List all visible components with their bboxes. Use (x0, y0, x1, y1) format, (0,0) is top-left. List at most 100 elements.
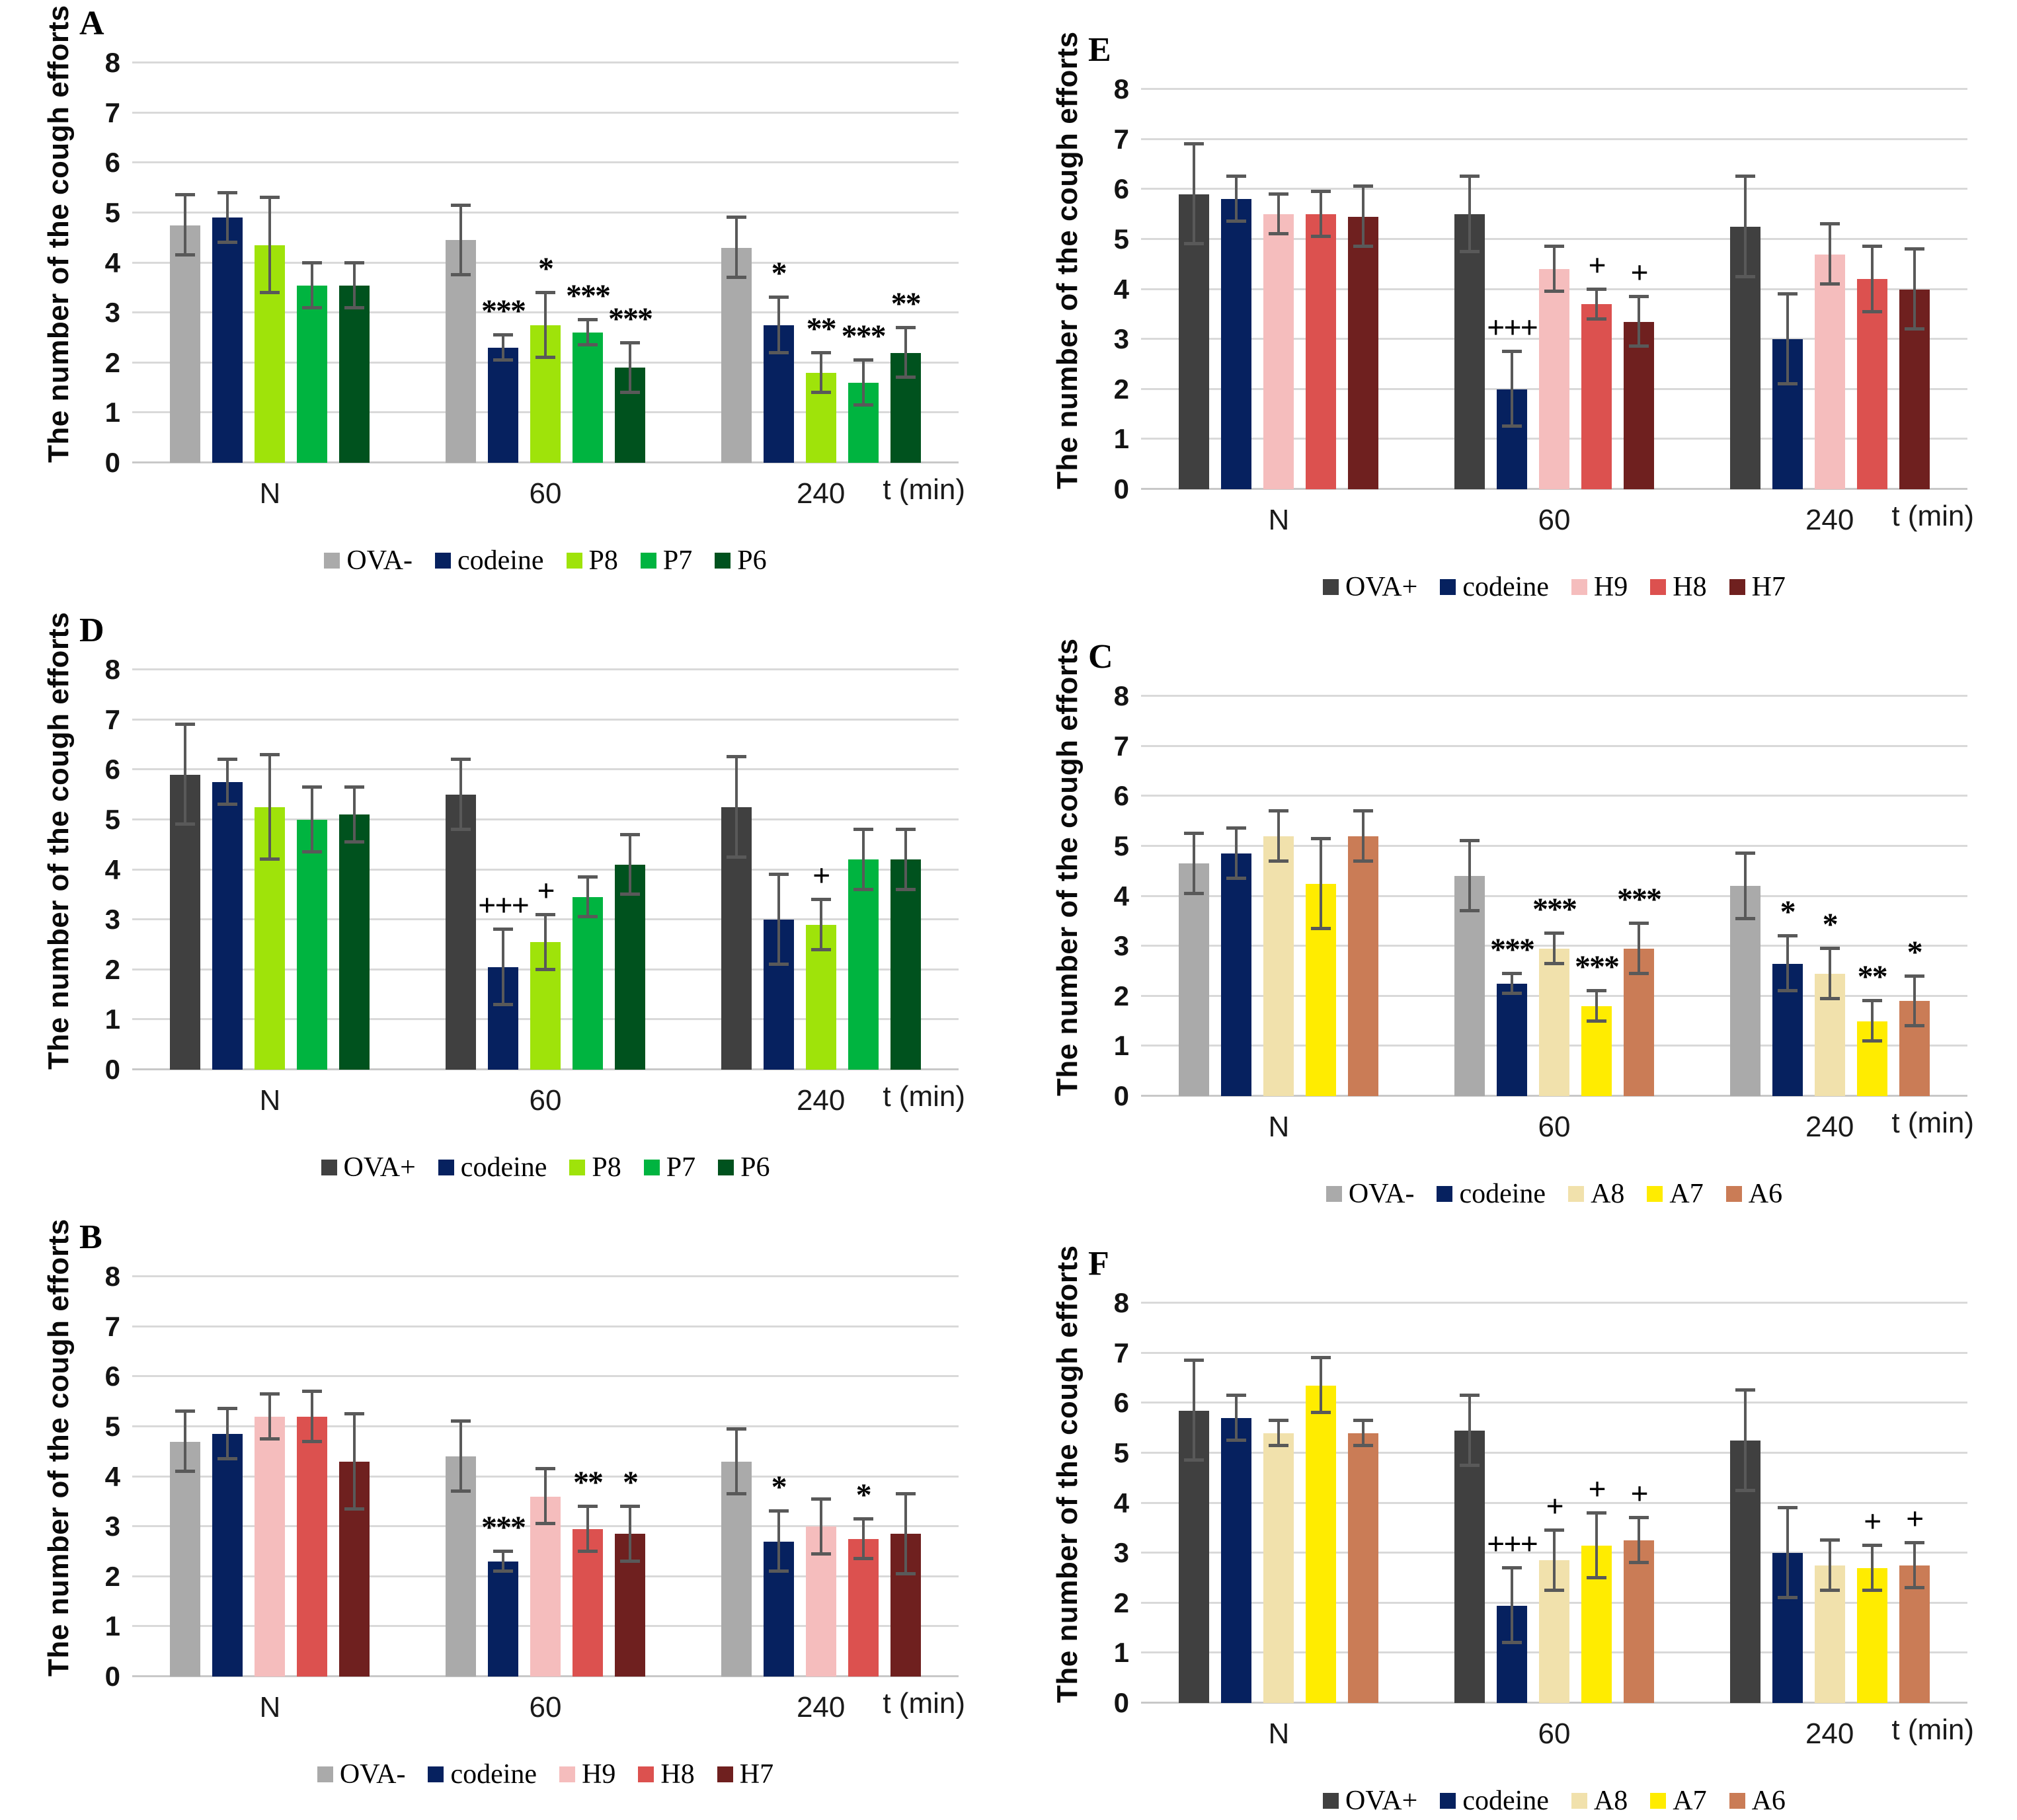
bar-A6-N (1348, 1433, 1379, 1703)
error-bar-cap-bottom (768, 350, 789, 354)
bar-slot (1348, 1303, 1379, 1703)
error-bar-cap-top (493, 333, 513, 337)
bar-slot: *** (1617, 696, 1662, 1096)
chart-panel-e: E The number of the cough efforts 0 1 2 3 4 5 6 7… (1009, 26, 2017, 633)
error-bar (1468, 177, 1471, 252)
bar-slot (170, 1277, 201, 1677)
legend-label: OVA+ (1345, 572, 1418, 602)
error-bar-cap-top (218, 1407, 238, 1411)
x-tick-label-N: N (1268, 1111, 1290, 1143)
error-bar-cap-top (895, 1491, 916, 1495)
panel-letter: D (79, 612, 104, 649)
error-bar-cap-top (1735, 851, 1755, 855)
bar-group-60: +++ + + + (1454, 1303, 1654, 1703)
y-tick-label: 5 (1113, 1437, 1129, 1468)
gridline-y7 (1141, 744, 1967, 747)
panel-letter: B (79, 1218, 102, 1256)
error-bar-cap-top (1544, 245, 1564, 249)
error-bar (311, 262, 314, 308)
y-tick-label: 6 (104, 754, 120, 785)
significance-marker: + (1588, 1471, 1606, 1507)
error-bar (226, 192, 229, 243)
legend: OVA+ codeine P8 P7 P6 (132, 1152, 959, 1183)
y-tick-label: 0 (1113, 473, 1129, 504)
gridline-y8 (1141, 1302, 1967, 1304)
x-axis-title: t (min) (1891, 500, 1974, 532)
error-bar (1193, 833, 1196, 894)
y-tick-label: 1 (1113, 1637, 1129, 1669)
significance-marker: *** (1617, 882, 1662, 918)
significance-marker: * (771, 256, 787, 292)
error-bar-cap-top (853, 358, 873, 362)
y-tick-label: 3 (104, 297, 120, 329)
y-axis-title: The number of the cough efforts (1051, 638, 1084, 1096)
legend-swatch (434, 553, 451, 569)
error-bar-cap-bottom (1587, 1019, 1606, 1023)
significance-marker: *** (481, 1509, 526, 1545)
bar-slot (446, 63, 476, 463)
error-bar (1638, 924, 1640, 974)
error-bar (459, 205, 462, 276)
y-tick-label: 3 (104, 904, 120, 935)
gridline-y5 (132, 818, 959, 820)
bar-P7-60 (573, 333, 603, 463)
bar-slot: *** (1490, 696, 1535, 1096)
legend-label: P8 (588, 545, 618, 576)
x-tick-label-240: 240 (796, 1691, 846, 1723)
error-bar-cap-bottom (1735, 916, 1755, 920)
gridline-y6 (132, 1375, 959, 1378)
x-tick-label-N: N (259, 477, 281, 510)
bar-slot: ** (890, 63, 922, 463)
error-bar-cap-top (175, 723, 196, 727)
error-bar-cap-top (578, 1504, 598, 1508)
bar-slot (1772, 1303, 1803, 1703)
x-axis-title: t (min) (883, 1687, 965, 1720)
plot-area: 0 1 2 3 4 5 6 7 8 +++ + + + + + (1114, 1287, 1967, 1718)
error-bar-cap-top (811, 1497, 831, 1501)
error-bar (1277, 811, 1281, 861)
error-bar (734, 218, 738, 278)
error-bar-cap-top (768, 1509, 789, 1513)
error-bar (1638, 1518, 1640, 1563)
error-bar (353, 262, 356, 308)
legend-item-A8: A8 (1568, 1178, 1624, 1210)
gridline-y5 (1141, 237, 1967, 240)
error-bar (1553, 933, 1556, 964)
error-bar-cap-top (578, 318, 598, 322)
legend-item-OVA+: OVA+ (1323, 571, 1417, 603)
error-bar (734, 757, 738, 857)
error-bar-cap-top (344, 785, 365, 789)
bar-H7-N (1348, 216, 1379, 489)
error-bar-cap-top (1587, 989, 1606, 993)
error-bar (184, 1411, 187, 1472)
bar-slot: +++ (1487, 1303, 1538, 1703)
error-bar (1743, 853, 1747, 919)
legend-item-P8: P8 (569, 1152, 621, 1183)
x-tick-label-N: N (259, 1084, 281, 1117)
error-bar-cap-bottom (1735, 274, 1755, 278)
plot-area: 0 1 2 3 4 5 6 7 8 +++ + + (1114, 73, 1967, 504)
error-bar (311, 1391, 314, 1442)
legend-swatch (1729, 579, 1745, 595)
error-bar (1553, 247, 1556, 292)
bar-group-240: + (721, 670, 921, 1070)
error-bar-cap-top (1819, 946, 1840, 950)
legend-label: P6 (740, 1152, 770, 1183)
bar-slot: + (1581, 1303, 1612, 1703)
chart-panel-c: C The number of the cough efforts 0 1 2 3 4 5 6 7… (1009, 633, 2017, 1240)
error-bar-cap-bottom (493, 1569, 513, 1573)
legend: OVA+ codeine H9 H8 H7 (1141, 571, 1967, 603)
gridline-y8 (1141, 88, 1967, 90)
gridline-y4 (132, 261, 959, 264)
error-bar-cap-bottom (895, 376, 916, 379)
legend-item-P7: P7 (643, 1152, 695, 1183)
bar-slot (1348, 89, 1379, 489)
legend-label: A8 (1593, 1786, 1628, 1816)
error-bar (734, 1429, 738, 1494)
error-bar (1595, 1513, 1598, 1578)
bar-slot (1454, 1303, 1485, 1703)
legend-swatch (559, 1766, 576, 1782)
plot-area: 0 1 2 3 4 5 6 7 8 *** ** * * * (105, 1261, 959, 1692)
bar-A8-60 (1539, 948, 1569, 1096)
